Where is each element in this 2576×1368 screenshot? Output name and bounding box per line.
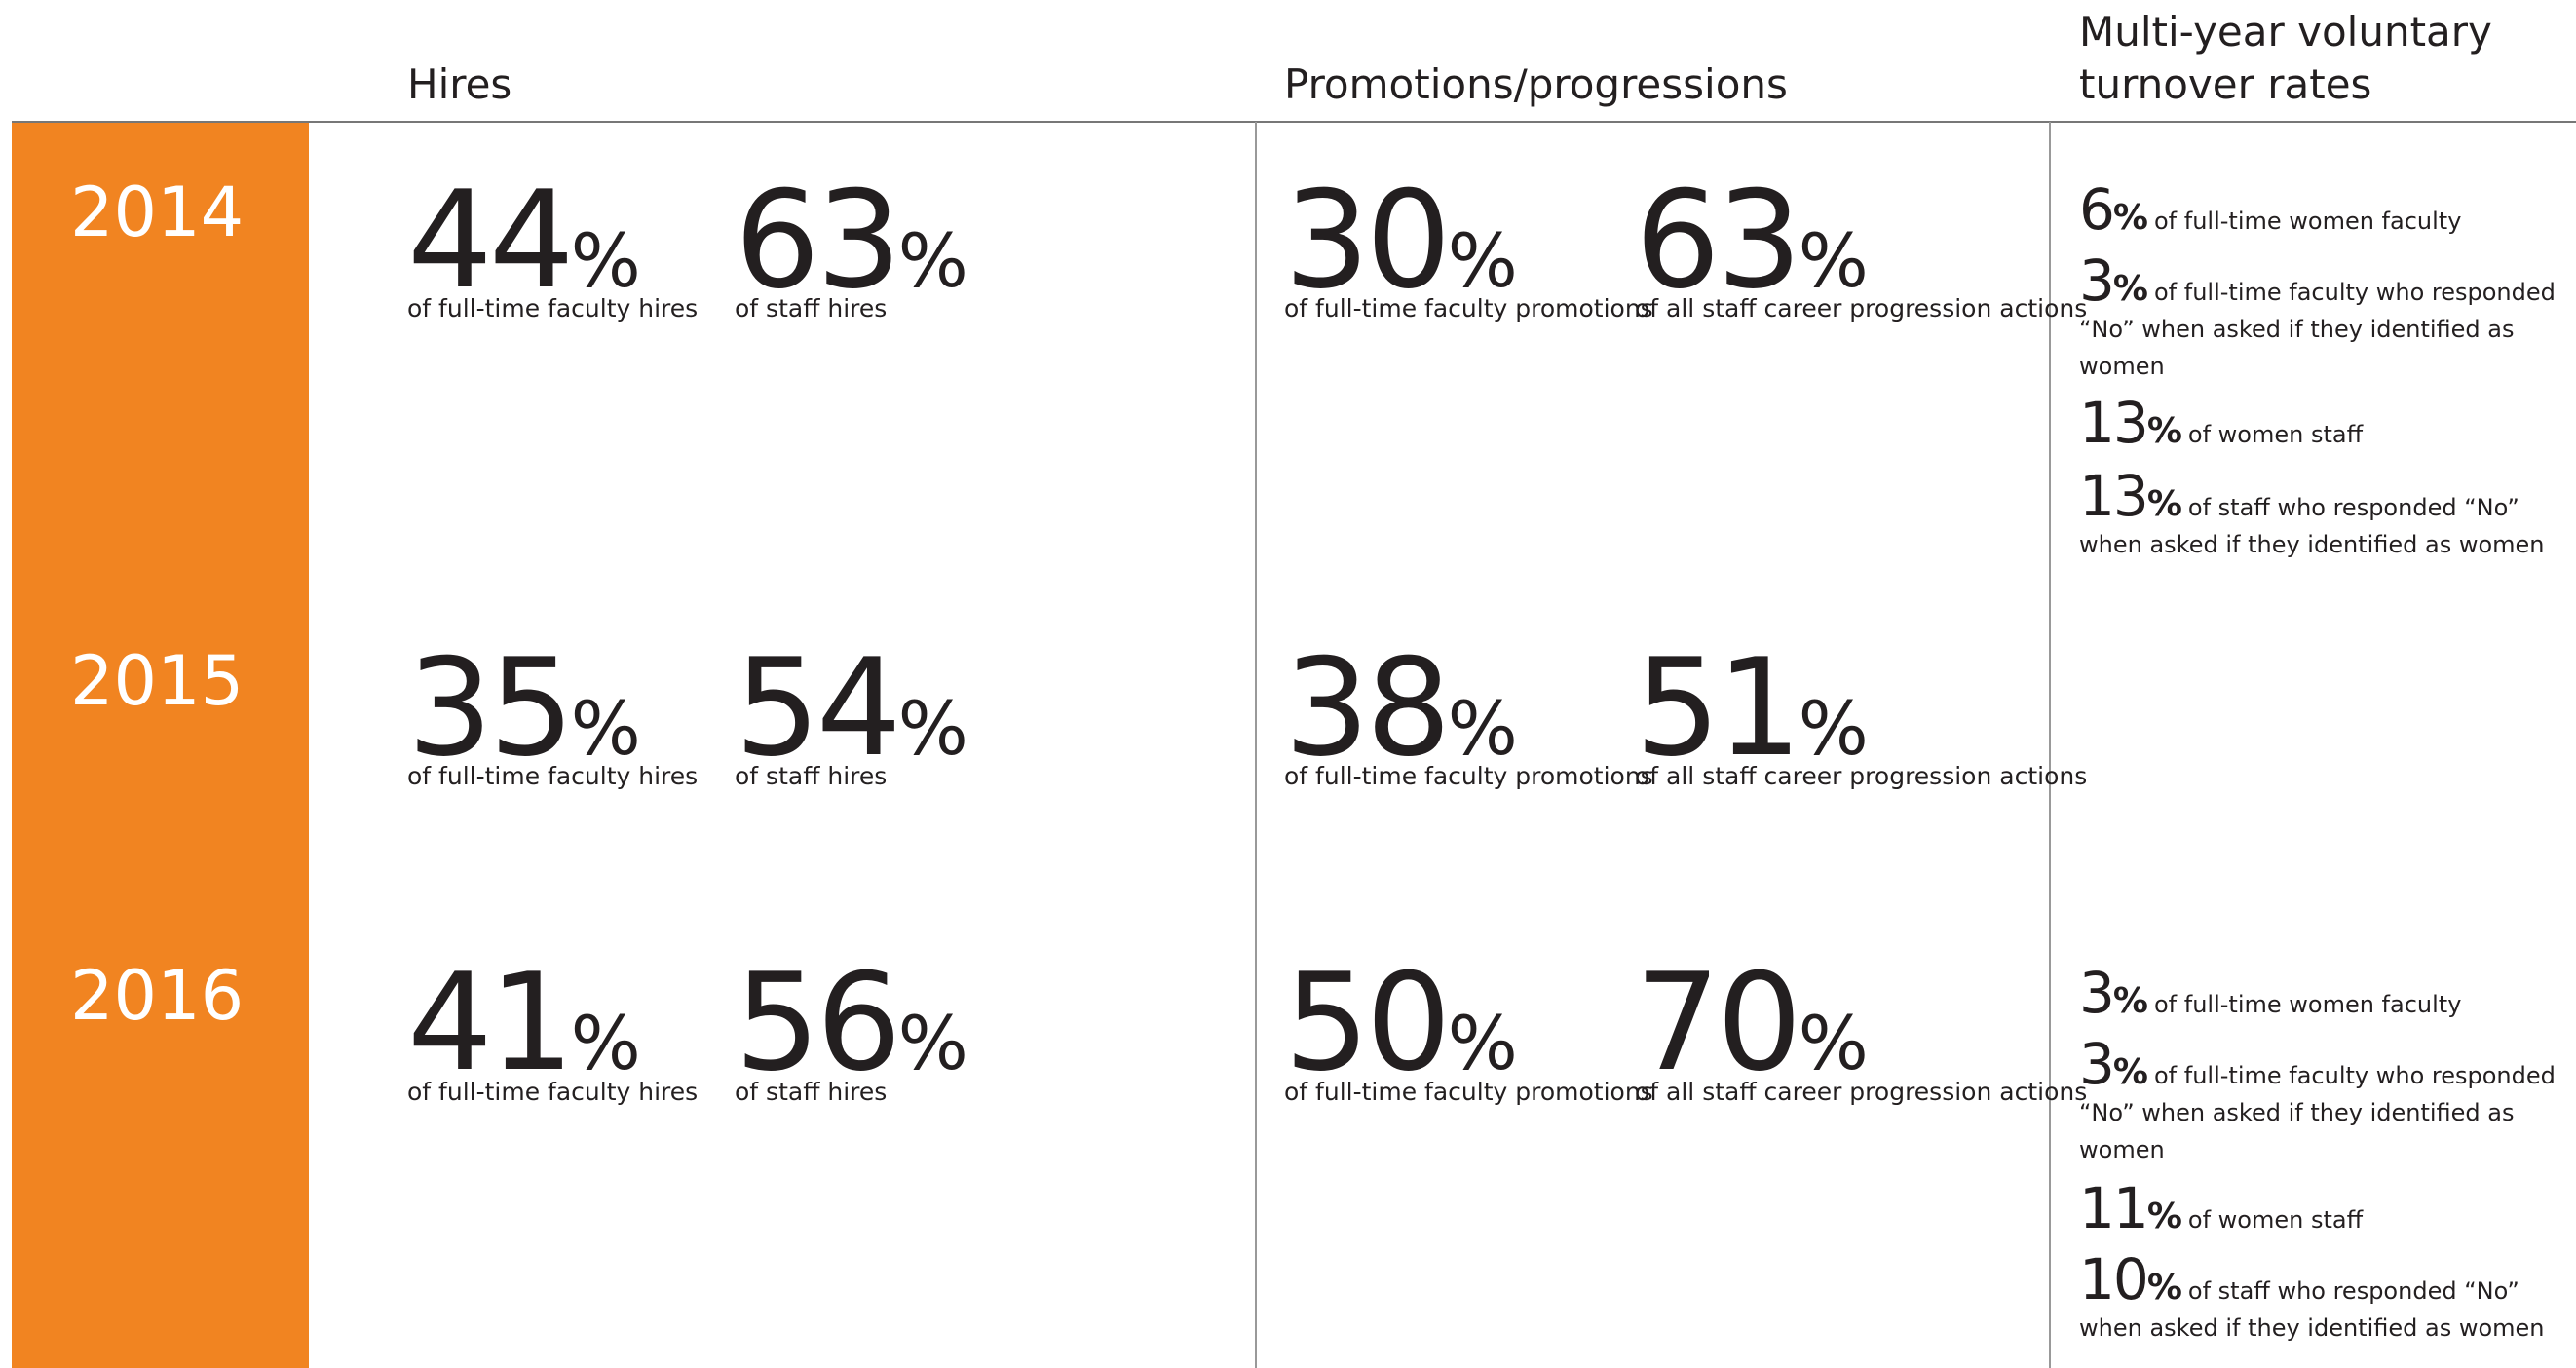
stat-unit: % (570, 685, 641, 772)
stat-number: 63% (1635, 173, 1869, 308)
stat-unit: % (2112, 981, 2148, 1021)
stat-label: of staff who responded “No” when asked i… (2079, 1277, 2545, 1342)
stat-unit: % (897, 685, 968, 772)
stat-value: 3 (2079, 1031, 2115, 1097)
stat-number: 35% (407, 641, 641, 776)
turnover-item: 13% of women staff (2079, 395, 2571, 453)
stat-unit: % (1447, 685, 1518, 772)
column-divider (1255, 122, 1257, 1368)
stat-label: of full-time faculty promotions (1284, 294, 1653, 323)
stat-unit: % (2146, 1268, 2182, 1308)
stat-label: of full-time faculty who responded “No” … (2079, 1062, 2556, 1163)
turnover-item: 11% of women staff (2079, 1180, 2571, 1238)
stat-number: 50% (1284, 956, 1518, 1090)
turnover-item: 10% of staff who responded “No” when aske… (2079, 1251, 2571, 1347)
stat-label: of staff who responded “No” when asked i… (2079, 494, 2545, 558)
stat-label: of full-time faculty promotions (1284, 1078, 1653, 1106)
stat-number: 44% (407, 173, 641, 308)
header-rule (12, 121, 2576, 123)
turnover-item: 3% of full-time faculty who responded “No… (2079, 252, 2571, 385)
stat-value: 11 (2079, 1175, 2149, 1241)
stat-unit: % (2146, 484, 2182, 524)
stat-unit: % (570, 217, 641, 304)
stat-value: 50 (1284, 944, 1452, 1101)
stat-number: 54% (735, 641, 968, 776)
stat-value: 41 (407, 944, 575, 1101)
stat-label: of full-time faculty hires (407, 294, 699, 323)
stat-value: 56 (735, 944, 902, 1101)
stat-unit: % (1798, 217, 1869, 304)
stat-value: 6 (2079, 176, 2115, 243)
stat-unit: % (897, 217, 968, 304)
stat-label: of full-time faculty hires (407, 762, 699, 790)
stat-number: 56% (735, 956, 968, 1090)
year-label: 2014 (70, 172, 245, 252)
stat-label: of full-time faculty promotions (1284, 762, 1653, 790)
stat-unit: % (1798, 1000, 1869, 1086)
stat-label: of full-time women faculty (2153, 991, 2462, 1018)
stat-value: 70 (1635, 944, 1802, 1101)
stat-number: 38% (1284, 641, 1518, 776)
stat-value: 30 (1284, 162, 1452, 319)
stat-value: 3 (2079, 960, 2115, 1026)
stat-value: 3 (2079, 247, 2115, 314)
turnover-item: 6% of full-time women faculty (2079, 181, 2571, 240)
column-header: Hires (407, 60, 512, 108)
stat-value: 35 (407, 629, 575, 786)
year-band (12, 122, 309, 1368)
stat-value: 38 (1284, 629, 1452, 786)
stat-label: of staff hires (735, 1078, 888, 1106)
stat-label: of all staff career progression actions (1635, 1078, 2088, 1106)
stat-label: of women staff (2187, 421, 2364, 448)
stat-label: of women staff (2187, 1206, 2364, 1234)
stat-label: of full-time faculty hires (407, 1078, 699, 1106)
turnover-item: 3% of full-time faculty who responded “No… (2079, 1036, 2571, 1168)
stat-number: 63% (735, 173, 968, 308)
stat-number: 30% (1284, 173, 1518, 308)
stat-label: of all staff career progression actions (1635, 294, 2088, 323)
stat-value: 13 (2079, 390, 2149, 456)
column-header: Promotions/progressions (1284, 60, 1788, 108)
stat-unit: % (2112, 269, 2148, 309)
stat-label: of staff hires (735, 294, 888, 323)
stat-label: of all staff career progression actions (1635, 762, 2088, 790)
stat-value: 54 (735, 629, 902, 786)
stat-label: of staff hires (735, 762, 888, 790)
stat-value: 51 (1635, 629, 1802, 786)
year-label: 2015 (70, 641, 245, 721)
stat-value: 63 (735, 162, 902, 319)
stat-unit: % (1798, 685, 1869, 772)
stat-value: 63 (1635, 162, 1802, 319)
stat-number: 70% (1635, 956, 1869, 1090)
stat-unit: % (2146, 1197, 2182, 1236)
stat-unit: % (1447, 217, 1518, 304)
stat-number: 51% (1635, 641, 1869, 776)
stat-value: 10 (2079, 1246, 2149, 1312)
stat-unit: % (570, 1000, 641, 1086)
stat-unit: % (897, 1000, 968, 1086)
turnover-item: 13% of staff who responded “No” when aske… (2079, 468, 2571, 563)
stat-label: of full-time faculty who responded “No” … (2079, 279, 2556, 380)
column-header: Multi-year voluntary turnover rates (2079, 8, 2492, 108)
stat-unit: % (2112, 1052, 2148, 1092)
column-divider (2049, 122, 2051, 1368)
stat-unit: % (2112, 198, 2148, 238)
stat-value: 13 (2079, 463, 2149, 529)
stat-number: 41% (407, 956, 641, 1090)
stat-unit: % (2146, 411, 2182, 451)
year-label: 2016 (70, 956, 245, 1036)
stat-value: 44 (407, 162, 575, 319)
stat-label: of full-time women faculty (2153, 208, 2462, 235)
stat-unit: % (1447, 1000, 1518, 1086)
turnover-item: 3% of full-time women faculty (2079, 965, 2571, 1023)
